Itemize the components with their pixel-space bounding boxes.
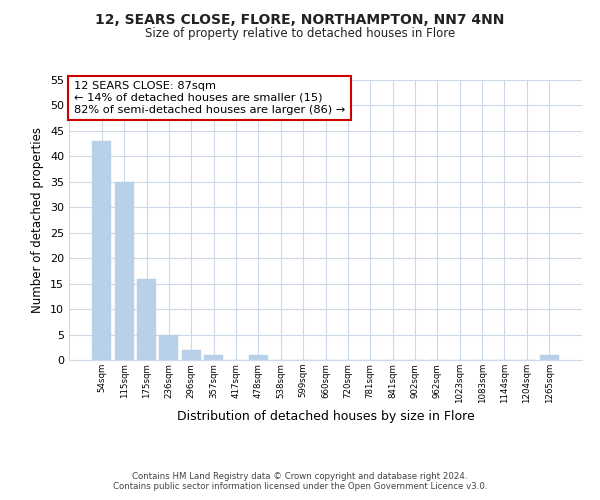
Bar (92, 141, 112, 360)
X-axis label: Distribution of detached houses by size in Flore: Distribution of detached houses by size … (176, 410, 475, 423)
Text: Size of property relative to detached houses in Flore: Size of property relative to detached ho… (145, 28, 455, 40)
Bar (182, 350, 201, 360)
Bar (115, 182, 134, 360)
Text: Contains HM Land Registry data © Crown copyright and database right 2024.: Contains HM Land Registry data © Crown c… (132, 472, 468, 481)
Bar (249, 355, 268, 360)
Text: Contains public sector information licensed under the Open Government Licence v3: Contains public sector information licen… (113, 482, 487, 491)
Bar (539, 355, 559, 360)
Text: 12 SEARS CLOSE: 87sqm
← 14% of detached houses are smaller (15)
82% of semi-deta: 12 SEARS CLOSE: 87sqm ← 14% of detached … (74, 82, 346, 114)
Bar (204, 355, 223, 360)
Y-axis label: Number of detached properties: Number of detached properties (31, 127, 44, 313)
Text: 12, SEARS CLOSE, FLORE, NORTHAMPTON, NN7 4NN: 12, SEARS CLOSE, FLORE, NORTHAMPTON, NN7… (95, 12, 505, 26)
Bar (160, 334, 178, 360)
Bar (137, 278, 156, 360)
